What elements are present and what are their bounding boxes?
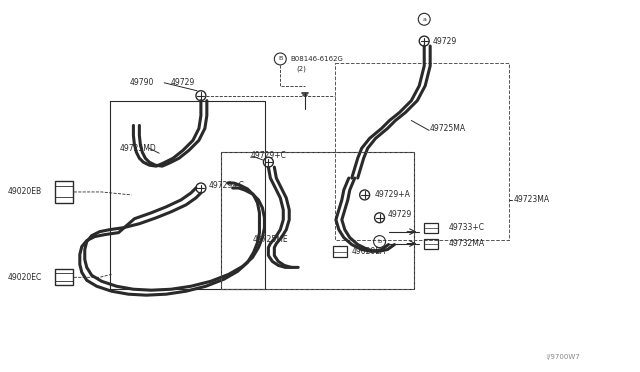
Text: 49729+C: 49729+C <box>250 151 286 160</box>
Bar <box>424 238 438 248</box>
Text: 49729+C: 49729+C <box>209 180 244 189</box>
Text: b: b <box>378 239 381 244</box>
Text: B: B <box>278 57 282 61</box>
Bar <box>55 269 73 285</box>
Text: 49725MA: 49725MA <box>429 124 465 133</box>
Text: 49020EB: 49020EB <box>7 187 42 196</box>
Text: 49729: 49729 <box>387 210 412 219</box>
Text: 49725MD: 49725MD <box>120 144 156 153</box>
Text: 49020EA: 49020EA <box>352 247 386 256</box>
Bar <box>333 246 347 257</box>
Text: B08146-6162G: B08146-6162G <box>290 56 343 62</box>
Text: (2): (2) <box>296 65 306 72</box>
Text: 49725ME: 49725ME <box>253 235 288 244</box>
Bar <box>55 181 73 203</box>
Text: 49020EC: 49020EC <box>7 273 42 282</box>
Text: I/9700W7: I/9700W7 <box>547 354 580 360</box>
Text: 49729: 49729 <box>171 78 195 87</box>
Text: 49790: 49790 <box>129 78 154 87</box>
Text: 49733+C: 49733+C <box>449 223 485 232</box>
Text: 49729: 49729 <box>432 36 456 46</box>
Text: 49732MA: 49732MA <box>449 239 485 248</box>
Bar <box>424 223 438 232</box>
Text: a: a <box>422 17 426 22</box>
Text: 49729+A: 49729+A <box>374 190 410 199</box>
Text: 49723MA: 49723MA <box>513 195 550 204</box>
